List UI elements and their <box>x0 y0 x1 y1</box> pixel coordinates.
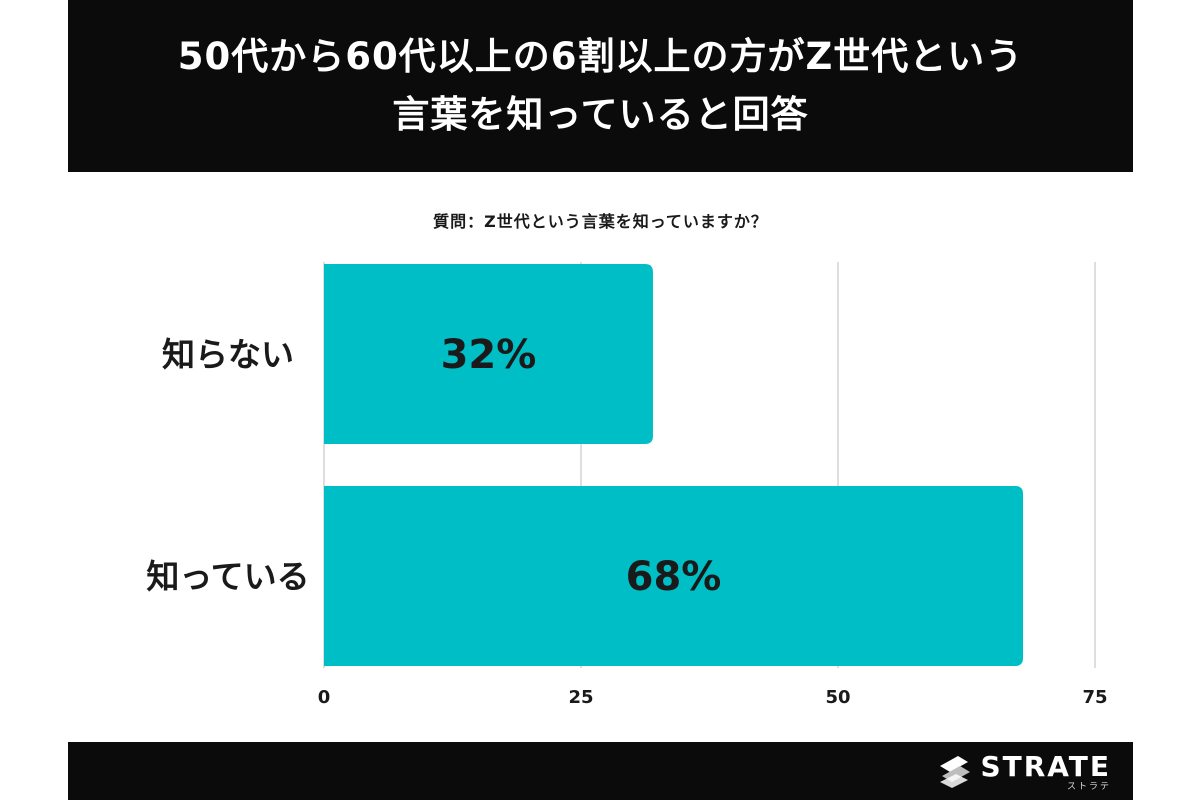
logo-subtext: ストラテ <box>1066 782 1111 792</box>
title-banner: 50代から60代以上の6割以上の方がZ世代という 言葉を知っていると回答 <box>68 0 1133 172</box>
strate-logo-icon <box>940 756 971 788</box>
bar-1 <box>324 264 653 444</box>
title-line-2: 言葉を知っていると回答 <box>392 93 809 136</box>
category-label: 知らない <box>162 335 294 374</box>
x-tick-label: 75 <box>1082 687 1107 708</box>
bar-value-label: 68% <box>626 554 722 600</box>
bar-2 <box>324 486 1024 666</box>
bar-value-label: 32% <box>441 332 537 378</box>
category-label: 知っている <box>146 557 309 596</box>
chart-frame: 50代から60代以上の6割以上の方がZ世代という 言葉を知っていると回答 質問：… <box>68 0 1133 800</box>
x-tick-label: 0 <box>318 687 331 708</box>
question-text: 質問：Z世代という言葉を知っていますか？ <box>433 212 768 231</box>
logo-word: STRATE <box>980 750 1111 783</box>
x-tick-label: 25 <box>568 687 593 708</box>
bar-chart: 0 25 50 75 32% 知らない 68% 知っている <box>146 262 1108 708</box>
strate-logo: STRATE ストラテ <box>938 750 1111 794</box>
footer-bar: STRATE ストラテ <box>68 742 1133 800</box>
x-tick-label: 50 <box>825 687 850 708</box>
title-line-1: 50代から60代以上の6割以上の方がZ世代という <box>177 35 1024 78</box>
